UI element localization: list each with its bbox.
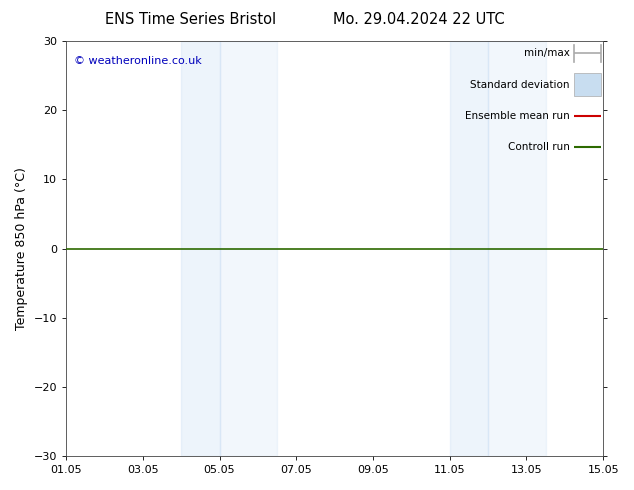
Text: © weatheronline.co.uk: © weatheronline.co.uk [74,55,202,66]
Bar [488,41,546,456]
Text: Mo. 29.04.2024 22 UTC: Mo. 29.04.2024 22 UTC [333,12,504,27]
Text: min/max: min/max [524,49,570,58]
Bar [450,41,488,456]
Text: Ensemble mean run: Ensemble mean run [465,111,570,121]
Text: Standard deviation: Standard deviation [470,79,570,90]
Text: ENS Time Series Bristol: ENS Time Series Bristol [105,12,276,27]
Bar [219,41,277,456]
Y-axis label: Temperature 850 hPa (°C): Temperature 850 hPa (°C) [15,167,28,330]
Text: Controll run: Controll run [508,142,570,152]
Bar [181,41,219,456]
FancyBboxPatch shape [574,73,600,96]
